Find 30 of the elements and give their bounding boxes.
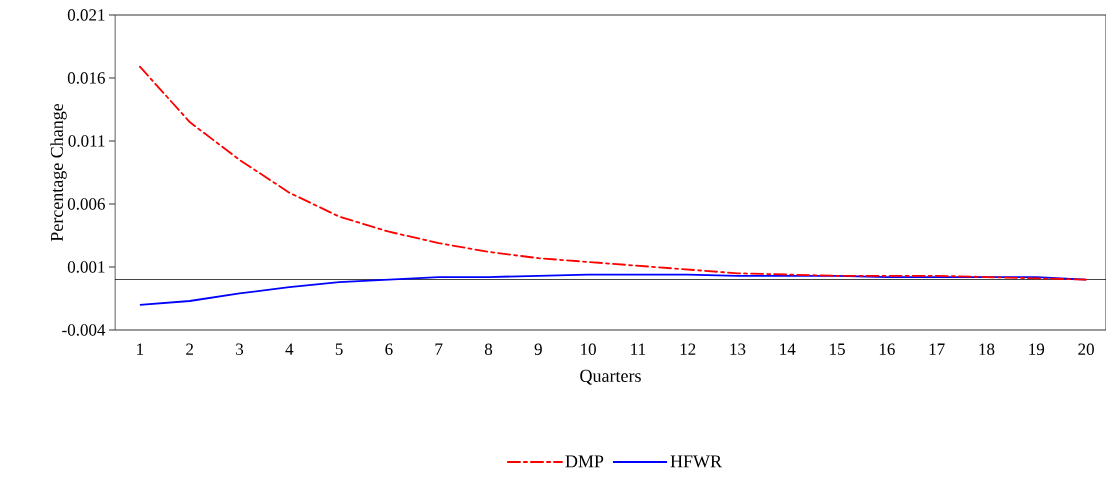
x-tick-label: 16 — [879, 343, 895, 355]
legend-label: HFWR — [670, 455, 722, 468]
x-tick-label: 20 — [1078, 343, 1094, 355]
x-tick-label: 5 — [335, 343, 343, 355]
y-tick-label: 0.011 — [68, 135, 105, 147]
y-tick-label: 0.021 — [67, 9, 105, 21]
x-tick-label: 9 — [534, 343, 542, 355]
x-tick-label: 14 — [780, 343, 796, 355]
x-tick-label: 12 — [680, 343, 696, 355]
y-tick-label: 0.016 — [67, 72, 105, 84]
y-tick-label: 0.001 — [67, 261, 105, 273]
x-axis-title: Quarters — [580, 369, 641, 385]
y-axis-title: Percentage Change — [50, 103, 67, 242]
x-tick-label: 10 — [581, 343, 596, 355]
y-tick-label: 0.006 — [67, 198, 105, 210]
x-tick-label: 17 — [929, 343, 945, 355]
x-tick-label: 11 — [631, 343, 646, 355]
y-tick-label: -0.004 — [62, 324, 106, 336]
x-tick-label: 2 — [186, 343, 194, 355]
x-tick-label: 1 — [137, 343, 144, 355]
x-tick-label: 3 — [236, 343, 244, 355]
x-tick-label: 7 — [435, 343, 443, 355]
x-tick-label: 4 — [285, 343, 294, 355]
x-tick-label: 6 — [385, 343, 393, 355]
x-tick-label: 18 — [979, 343, 995, 355]
x-tick-label: 19 — [1029, 343, 1045, 355]
x-tick-label: 13 — [730, 343, 746, 355]
legend-label: DMP — [565, 455, 604, 468]
x-tick-label: 15 — [830, 343, 845, 355]
x-tick-label: 8 — [484, 343, 493, 355]
